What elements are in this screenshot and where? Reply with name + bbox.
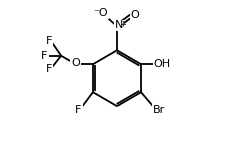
Text: F: F — [46, 36, 52, 46]
Text: O: O — [131, 10, 139, 20]
Text: OH: OH — [154, 59, 171, 69]
Text: ⁻O: ⁻O — [93, 8, 108, 18]
Text: Br: Br — [153, 105, 165, 115]
Text: +: + — [120, 20, 126, 29]
Text: O: O — [71, 58, 80, 68]
Text: F: F — [46, 64, 52, 74]
Text: F: F — [75, 105, 82, 115]
Text: F: F — [41, 51, 48, 61]
Text: N: N — [115, 20, 123, 30]
